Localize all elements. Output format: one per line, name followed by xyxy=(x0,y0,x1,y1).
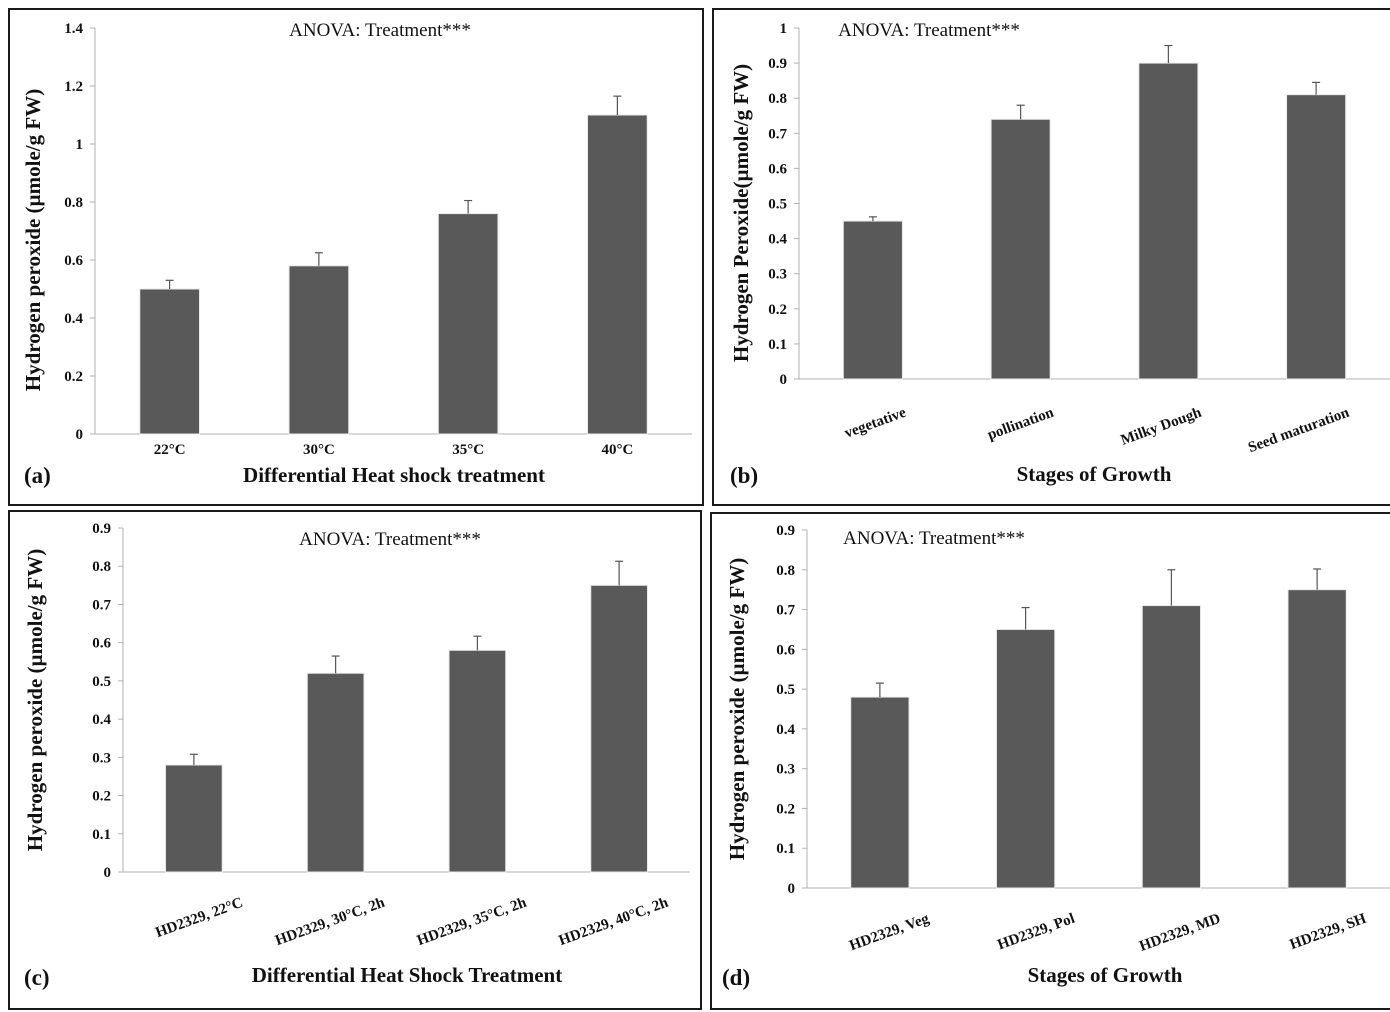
y-tick-label: 0.1 xyxy=(768,337,787,353)
bar-4 xyxy=(1286,94,1347,380)
x-tick-label-1: 22°C xyxy=(154,442,186,458)
x-axis-title: Differential Heat shock treatment xyxy=(243,463,545,487)
chart-panel-b: 0 0.1 0.2 0.3 0.4 0.5 0.6 0.7 0.8 0.9 1 vegetative p… xyxy=(712,8,1390,506)
y-tick-label: 0 xyxy=(104,865,112,881)
bar-3 xyxy=(1138,62,1199,380)
y-tick-label: 0.4 xyxy=(776,722,795,738)
bar-1 xyxy=(842,220,903,380)
bar-2 xyxy=(995,628,1056,889)
x-tick-label-4: 40°C xyxy=(601,442,633,458)
y-tick-label: 0.9 xyxy=(776,523,795,539)
x-tick-label-2: 30°C xyxy=(303,442,335,458)
y-tick-label: 0.4 xyxy=(64,311,83,327)
y-tick-label: 1.2 xyxy=(64,79,83,95)
chart-panel-d: 0 0.1 0.2 0.3 0.4 0.5 0.6 0.7 0.8 0.9 HD2329, Veg H… xyxy=(710,512,1390,1010)
bar-2 xyxy=(288,265,350,435)
bar-4 xyxy=(590,584,648,873)
y-tick-label: 1.4 xyxy=(64,21,83,37)
bar-3 xyxy=(437,213,499,435)
chart-c-svg: 0 0.1 0.2 0.3 0.4 0.5 0.6 0.7 0.8 0.9 HD2329, 22°C… xyxy=(23,521,690,990)
y-tick-label: 0.9 xyxy=(92,521,111,537)
y-axis-title: Hydrogen peroxide (µmole/g FW) xyxy=(23,549,47,851)
y-tick-label: 0.3 xyxy=(776,762,795,778)
chart-d-svg: 0 0.1 0.2 0.3 0.4 0.5 0.6 0.7 0.8 0.9 HD2329, Veg H… xyxy=(722,523,1390,990)
anova-annotation: ANOVA: Treatment*** xyxy=(299,529,481,550)
y-tick-label: 0.2 xyxy=(776,801,795,817)
x-axis-title: Stages of Growth xyxy=(1028,963,1183,987)
y-tick-label: 0.2 xyxy=(768,302,787,318)
y-tick-label: 1 xyxy=(76,137,84,153)
anova-annotation: ANOVA: Treatment*** xyxy=(843,528,1025,549)
bar-3 xyxy=(1141,605,1202,889)
panel-label: (a) xyxy=(24,463,51,488)
y-tick-label: 0.7 xyxy=(776,603,795,619)
y-tick-label: 0.1 xyxy=(92,827,111,843)
x-tick-label-4: HD2329, 40°C, 2h xyxy=(557,895,671,950)
y-tick-label: 0 xyxy=(76,427,84,443)
x-tick-label-2: pollination xyxy=(985,405,1056,444)
y-tick-label: 0 xyxy=(780,372,788,388)
x-tick-label-3: HD2329, 35°C, 2h xyxy=(415,895,529,950)
x-axis-title: Differential Heat Shock Treatment xyxy=(252,963,562,987)
x-tick-label-3: Milky Dough xyxy=(1119,405,1205,449)
y-tick-label: 0.1 xyxy=(776,841,795,857)
y-tick-label: 0.6 xyxy=(64,253,83,269)
y-tick-label: 0.4 xyxy=(92,712,111,728)
y-tick-label: 0.3 xyxy=(92,750,111,766)
y-tick-label: 0.5 xyxy=(768,197,787,213)
y-axis-title: Hydrogen Peroxide(µmole/g FW) xyxy=(729,64,753,362)
chart-b-svg: 0 0.1 0.2 0.3 0.4 0.5 0.6 0.7 0.8 0.9 1 vegetative p… xyxy=(729,20,1390,488)
y-tick-label: 0.5 xyxy=(92,674,111,690)
bar-1 xyxy=(850,696,910,889)
y-tick-label: 0.2 xyxy=(92,789,111,805)
x-tick-label-2: HD2329, Pol xyxy=(996,911,1077,954)
y-tick-label: 0.6 xyxy=(768,161,787,177)
bar-4 xyxy=(1287,589,1347,889)
y-tick-label: 1 xyxy=(780,21,788,37)
x-tick-label-2: HD2329, 30°C, 2h xyxy=(273,895,387,950)
bar-2 xyxy=(990,118,1051,380)
y-tick-label: 0.8 xyxy=(64,195,83,211)
bar-1 xyxy=(165,764,223,873)
y-tick-label: 0.8 xyxy=(92,559,111,575)
x-tick-label-3: 35°C xyxy=(452,442,484,458)
x-tick-label-1: HD2329, Veg xyxy=(847,911,931,955)
chart-panel-c: 0 0.1 0.2 0.3 0.4 0.5 0.6 0.7 0.8 0.9 HD2329, 22°C… xyxy=(8,510,702,1010)
y-tick-label: 0.4 xyxy=(768,232,787,248)
anova-annotation: ANOVA: Treatment*** xyxy=(289,20,471,41)
chart-panel-a: 0 0.2 0.4 0.6 0.8 1 1.2 1.4 22°C 30°C 35°C 40°C ANOV… xyxy=(8,8,704,506)
y-tick-label: 0.5 xyxy=(776,682,795,698)
x-tick-label-4: Seed maturation xyxy=(1246,405,1352,457)
x-tick-label-1: HD2329, 22°C xyxy=(153,895,245,941)
y-axis-title: Hydrogen peroxide (µmole/g FW) xyxy=(21,89,45,391)
y-tick-label: 0.8 xyxy=(776,563,795,579)
panel-label: (c) xyxy=(24,965,50,990)
y-tick-label: 0.2 xyxy=(64,369,83,385)
x-tick-label-3: HD2329, MD xyxy=(1137,911,1222,955)
y-tick-label: 0.8 xyxy=(768,91,787,107)
panel-label: (b) xyxy=(730,463,758,488)
bar-2 xyxy=(306,672,365,873)
panel-label: (d) xyxy=(722,965,750,990)
bar-4 xyxy=(587,114,648,435)
x-tick-label-4: HD2329, SH xyxy=(1288,911,1369,954)
y-tick-label: 0.7 xyxy=(768,126,787,142)
y-tick-label: 0.6 xyxy=(776,642,795,658)
y-tick-label: 0.9 xyxy=(768,56,787,72)
bar-1 xyxy=(139,288,200,435)
x-tick-label-1: vegetative xyxy=(842,405,908,442)
y-tick-label: 0 xyxy=(788,881,796,897)
x-axis-title: Stages of Growth xyxy=(1017,462,1172,486)
y-tick-label: 0.7 xyxy=(92,597,111,613)
y-tick-label: 0.6 xyxy=(92,636,111,652)
y-axis-title: Hydrogen peroxide (µmole/g FW) xyxy=(725,558,749,860)
y-tick-label: 0.3 xyxy=(768,267,787,283)
chart-a-svg: 0 0.2 0.4 0.6 0.8 1 1.2 1.4 22°C 30°C 35°C 40°C ANOV… xyxy=(21,20,692,488)
anova-annotation: ANOVA: Treatment*** xyxy=(838,20,1020,41)
bar-3 xyxy=(448,649,507,873)
